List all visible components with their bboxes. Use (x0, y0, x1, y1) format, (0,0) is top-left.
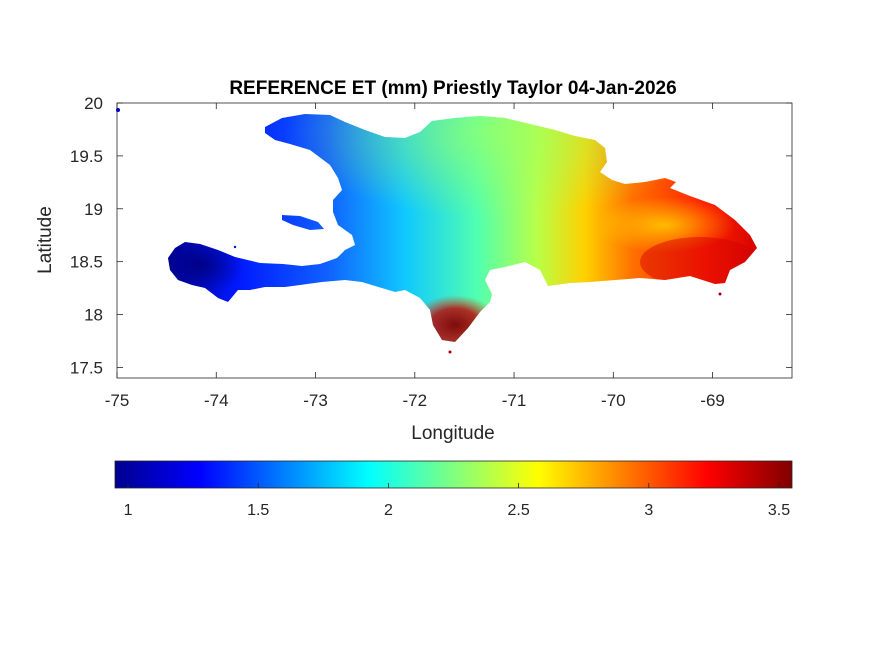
x-tick-label: -75 (105, 391, 130, 410)
y-tick-label: 19 (84, 200, 103, 219)
chart-title: REFERENCE ET (mm) Priestly Taylor 04-Jan… (229, 78, 676, 99)
y-tick-label: 20 (84, 94, 103, 113)
colorbar-tick-label: 1.5 (247, 502, 269, 519)
x-tick-label: -72 (403, 391, 428, 410)
colorbar-tick-label: 2.5 (507, 502, 529, 519)
y-tick-label: 18 (84, 306, 103, 325)
colorbar-tick-label: 1 (124, 502, 133, 519)
y-tick-label: 19.5 (70, 147, 103, 166)
x-tick-label: -73 (303, 391, 328, 410)
x-tick-label: -74 (204, 391, 229, 410)
islet-mark (448, 350, 452, 354)
x-axis: -75 -74 -73 -72 -71 -70 -69 (105, 103, 725, 410)
colorbar-tick-label: 3 (644, 502, 653, 519)
y-axis: 20 19.5 19 18.5 18 17.5 (70, 94, 792, 377)
colorbar-ticks: 1 1.5 2 2.5 3 3.5 (124, 483, 790, 519)
x-axis-label: Longitude (411, 423, 494, 444)
colorbar-tick-label: 3.5 (768, 502, 790, 519)
x-tick-label: -69 (700, 391, 725, 410)
islet-mark (718, 292, 722, 296)
colorbar-tick-label: 2 (384, 502, 393, 519)
y-tick-label: 18.5 (70, 253, 103, 272)
islet-mark (233, 245, 237, 249)
x-tick-label: -71 (502, 391, 527, 410)
x-tick-label: -70 (601, 391, 626, 410)
y-axis-label: Latitude (35, 206, 56, 274)
y-tick-label: 17.5 (70, 358, 103, 377)
colorbar (114, 460, 793, 489)
